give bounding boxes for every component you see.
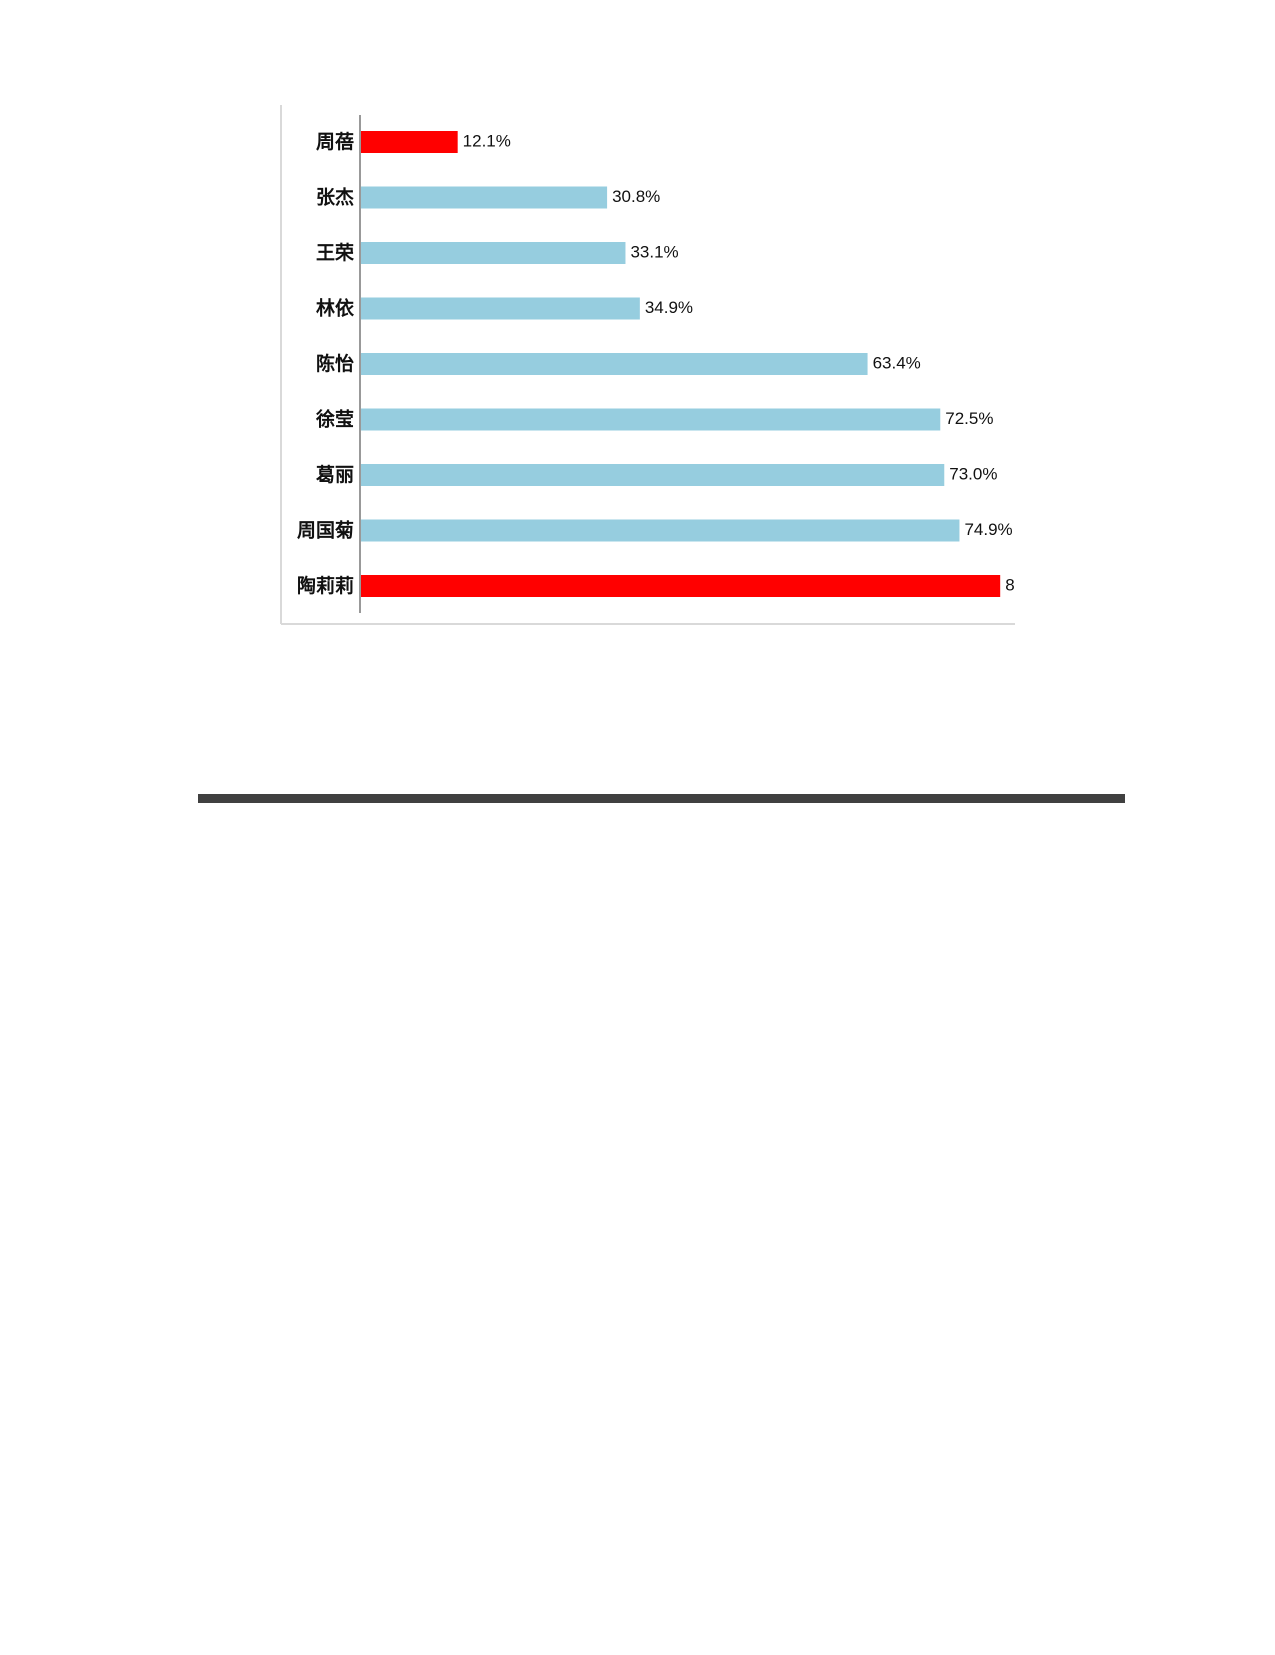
category-label: 葛丽 — [315, 464, 354, 486]
value-label: 74.9% — [964, 520, 1012, 539]
value-label: 72.5% — [945, 409, 993, 428]
bar — [361, 575, 1001, 597]
value-label: 63.4% — [873, 353, 921, 372]
divider — [198, 794, 1125, 803]
value-label: 34.9% — [645, 298, 693, 317]
bar — [361, 408, 941, 431]
bar — [361, 242, 626, 264]
category-label: 徐莹 — [315, 408, 354, 431]
category-label: 周蓓 — [316, 130, 354, 153]
category-label: 张杰 — [316, 187, 354, 209]
value-label: 80.0% — [1005, 575, 1053, 594]
bar — [361, 519, 960, 542]
value-label: 30.8% — [612, 187, 660, 206]
bar — [361, 186, 608, 209]
value-label: 33.1% — [630, 242, 678, 261]
category-label: 陈怡 — [316, 352, 354, 375]
bar — [361, 464, 945, 486]
bar — [361, 297, 640, 320]
category-label: 周国菊 — [297, 519, 354, 542]
bar — [361, 353, 868, 375]
category-label: 王荣 — [316, 241, 354, 264]
category-label: 陶莉莉 — [297, 574, 354, 597]
value-label: 12.1% — [463, 131, 511, 150]
bar — [361, 131, 458, 153]
value-label: 73.0% — [949, 464, 997, 483]
category-label: 林依 — [316, 297, 355, 320]
